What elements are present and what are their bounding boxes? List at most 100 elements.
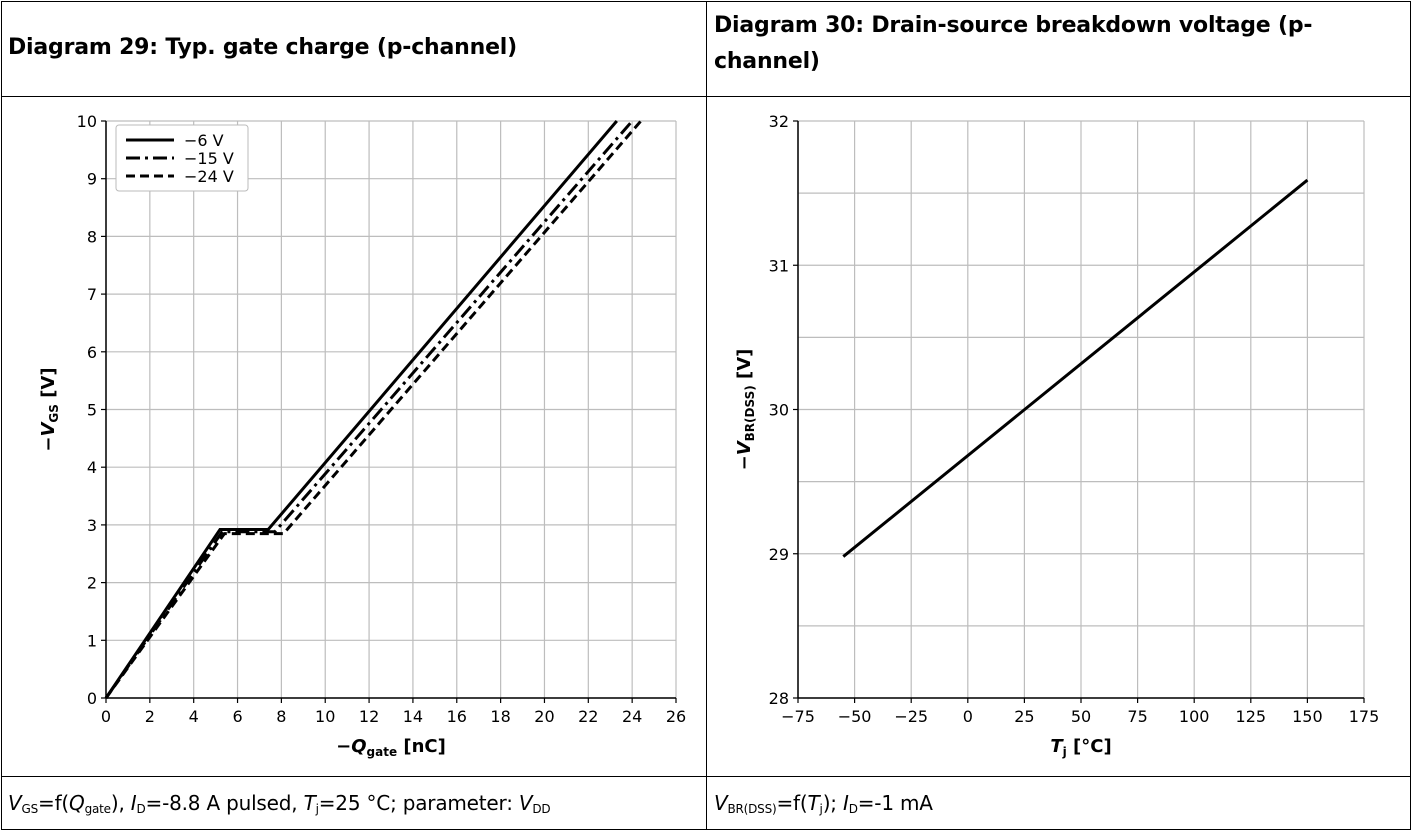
header-divider bbox=[1, 96, 1411, 97]
x-tick-label: 175 bbox=[1349, 707, 1380, 726]
caption-var: T bbox=[807, 791, 820, 815]
x-axis-label-unit: [°C] bbox=[1067, 736, 1112, 757]
legend-label: −15 V bbox=[184, 149, 234, 168]
x-tick-label: 18 bbox=[490, 707, 510, 726]
x-axis-label: −Qgate [nC] bbox=[336, 736, 446, 759]
x-tick-label: 22 bbox=[578, 707, 598, 726]
caption-text: =f( bbox=[776, 791, 808, 815]
right-title-line-2: channel) bbox=[714, 49, 820, 74]
y-tick-label: 8 bbox=[87, 227, 97, 246]
caption-text: =-8.8 A pulsed, bbox=[145, 791, 304, 815]
caption-var: V bbox=[518, 791, 533, 815]
y-tick-label: 7 bbox=[87, 285, 97, 304]
x-axis-label-var: T bbox=[1050, 736, 1064, 757]
caption-sub: j bbox=[819, 802, 823, 816]
caption-var: V bbox=[8, 791, 22, 815]
y-tick-label: 10 bbox=[77, 112, 97, 131]
y-axis-label-unit: [V] bbox=[734, 349, 755, 386]
x-axis-label-sub: j bbox=[1062, 745, 1067, 759]
series-line-0 bbox=[104, 120, 618, 699]
x-tick-label: 125 bbox=[1236, 707, 1267, 726]
x-tick-label: −50 bbox=[838, 707, 872, 726]
y-tick-label: 28 bbox=[769, 689, 789, 708]
series-line-0 bbox=[842, 178, 1309, 558]
caption-sub: DD bbox=[532, 802, 551, 816]
chart-gate-charge: 0 2 4 6 8 10 12 14 16 18 20 22 24 26012345678910−Qgat… bbox=[38, 112, 686, 759]
y-tick-label: 5 bbox=[87, 401, 97, 420]
legend-label: −6 V bbox=[184, 131, 224, 150]
y-tick-label: 2 bbox=[87, 574, 97, 593]
y-axis-label-var: V bbox=[734, 439, 755, 455]
y-tick-label: 1 bbox=[87, 631, 97, 650]
left-diagram-title: Diagram 29: Typ. gate charge (p-channel) bbox=[8, 35, 517, 60]
caption-sub: BR(DSS) bbox=[727, 802, 777, 816]
y-axis-label-prefix: − bbox=[38, 437, 59, 452]
legend-label: −24 V bbox=[184, 167, 234, 186]
x-tick-label: −25 bbox=[894, 707, 928, 726]
caption-var: I bbox=[843, 791, 849, 815]
y-tick-label: 3 bbox=[87, 516, 97, 535]
y-axis-label: −VGS [V] bbox=[38, 367, 61, 451]
series-line-2 bbox=[104, 120, 643, 699]
x-axis-label: Tj [°C] bbox=[1050, 736, 1111, 759]
caption-sub: D bbox=[848, 802, 858, 816]
caption-sub: GS bbox=[21, 802, 39, 816]
right-diagram-caption: VBR(DSS)=f(Tj); ID=-1 mA bbox=[708, 788, 1408, 824]
y-axis-label-prefix: − bbox=[734, 455, 755, 470]
y-axis-label-unit: [V] bbox=[38, 367, 59, 404]
x-axis-label-prefix: − bbox=[336, 736, 351, 757]
right-diagram-title: Diagram 30: Drain-source breakdown volta… bbox=[708, 8, 1408, 80]
caption-text: =-1 mA bbox=[857, 791, 933, 815]
footer-divider bbox=[1, 776, 1411, 777]
y-axis-label-sub: GS bbox=[47, 404, 61, 423]
x-tick-label: 10 bbox=[315, 707, 335, 726]
x-tick-label: 8 bbox=[276, 707, 286, 726]
y-tick-label: 6 bbox=[87, 343, 97, 362]
y-axis-label-var: V bbox=[38, 421, 59, 437]
x-tick-label: 6 bbox=[232, 707, 242, 726]
x-tick-label: 24 bbox=[622, 707, 642, 726]
y-tick-label: 4 bbox=[87, 458, 97, 477]
y-tick-label: 32 bbox=[769, 112, 789, 131]
right-title-line-1: Diagram 30: Drain-source breakdown volta… bbox=[714, 13, 1313, 38]
x-tick-label: 50 bbox=[1071, 707, 1091, 726]
y-tick-label: 29 bbox=[769, 545, 789, 564]
caption-var: I bbox=[130, 791, 137, 815]
caption-sub: j bbox=[315, 802, 319, 816]
x-tick-label: 4 bbox=[189, 707, 199, 726]
y-tick-label: 31 bbox=[769, 256, 789, 275]
caption-text: =f( bbox=[38, 791, 70, 815]
x-tick-label: 16 bbox=[447, 707, 467, 726]
caption-var: V bbox=[714, 791, 728, 815]
x-tick-label: 25 bbox=[1014, 707, 1034, 726]
x-tick-label: 0 bbox=[963, 707, 973, 726]
x-tick-label: 12 bbox=[359, 707, 379, 726]
caption-text: ); bbox=[822, 791, 843, 815]
y-tick-label: 0 bbox=[87, 689, 97, 708]
x-tick-label: 100 bbox=[1179, 707, 1210, 726]
caption-text: ), bbox=[110, 791, 131, 815]
x-tick-label: 2 bbox=[145, 707, 155, 726]
x-tick-label: 20 bbox=[534, 707, 554, 726]
y-tick-label: 30 bbox=[769, 401, 789, 420]
series-line-1 bbox=[104, 120, 634, 699]
x-tick-label: 75 bbox=[1127, 707, 1147, 726]
left-diagram-caption: VGS=f(Qgate), ID=-8.8 A pulsed, Tj=25 °C… bbox=[2, 788, 702, 824]
caption-var: Q bbox=[69, 791, 85, 815]
x-tick-label: 150 bbox=[1292, 707, 1323, 726]
y-axis-label: −VBR(DSS) [V] bbox=[734, 349, 757, 471]
x-axis-label-var: Q bbox=[351, 736, 366, 757]
caption-var: T bbox=[303, 791, 316, 815]
column-divider bbox=[706, 1, 707, 830]
y-axis-label-sub: BR(DSS) bbox=[743, 385, 757, 441]
caption-text: =25 °C; parameter: bbox=[318, 791, 519, 815]
x-tick-label: −75 bbox=[781, 707, 815, 726]
chart-breakdown-voltage: −75 −50 −25 0 25 50 75 100 125 150 175 28 29 30 31 32 Tj… bbox=[734, 112, 1379, 759]
x-tick-label: 26 bbox=[666, 707, 686, 726]
x-axis-label-sub: gate bbox=[367, 745, 398, 759]
y-tick-label: 9 bbox=[87, 170, 97, 189]
x-axis-label-unit: [nC] bbox=[397, 736, 446, 757]
caption-sub: gate bbox=[84, 802, 111, 816]
caption-sub: D bbox=[136, 802, 146, 816]
x-tick-label: 14 bbox=[403, 707, 423, 726]
